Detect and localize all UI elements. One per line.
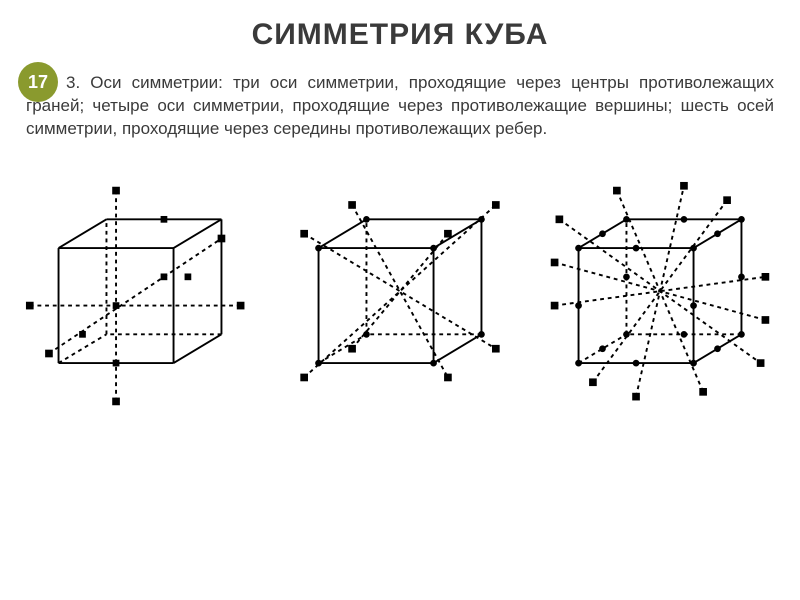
slide-number-badge: 17 [18,62,58,102]
diagram-face-axes [25,181,255,411]
description-content: 3. Оси симметрии: три оси симметрии, про… [26,73,774,138]
slide-number: 17 [28,72,48,93]
description-text: 3. Оси симметрии: три оси симметрии, про… [0,62,800,141]
diagram-edge-axes [545,181,775,411]
diagram-vertex-axes [285,181,515,411]
page-title: СИММЕТРИЯ КУБА [0,0,800,62]
diagrams-row [0,181,800,411]
